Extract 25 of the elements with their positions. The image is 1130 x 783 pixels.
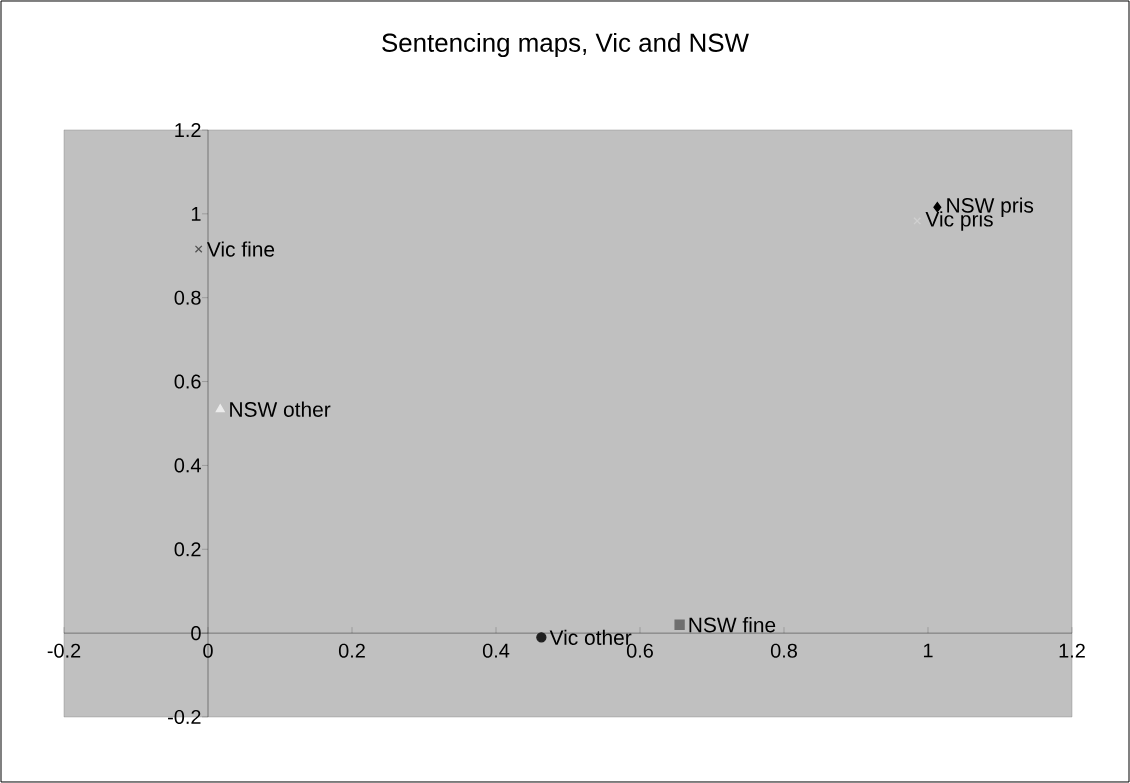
x-tick-label: -0.2 bbox=[47, 643, 81, 658]
x-tick-label: 0.6 bbox=[626, 643, 653, 658]
point bbox=[194, 245, 203, 253]
y-tick-label: 0.2 bbox=[174, 542, 201, 557]
y-tick-label: 0.8 bbox=[174, 290, 201, 305]
y-tick-label: 0 bbox=[191, 626, 201, 641]
series-label: NSW fine bbox=[689, 617, 776, 633]
series-label: Vic other bbox=[549, 629, 632, 645]
y-tick-label: 1.2 bbox=[175, 123, 201, 137]
series-label: Vic fine bbox=[206, 241, 275, 257]
x-tick-label: 0.8 bbox=[770, 643, 797, 658]
point bbox=[536, 632, 547, 643]
y-tick-label: 0.4 bbox=[174, 458, 201, 473]
series-label: NSW other bbox=[230, 401, 331, 417]
x-tick-label: 0.4 bbox=[482, 643, 510, 658]
x-tick-label: 0.2 bbox=[338, 643, 365, 658]
x-tick-label: 1.2 bbox=[1059, 643, 1085, 658]
y-tick-label: 1 bbox=[191, 206, 201, 221]
y-tick-label: -0.2 bbox=[168, 709, 201, 725]
x-tick-label: 0 bbox=[203, 643, 213, 658]
x-tick-label: 1 bbox=[923, 643, 933, 658]
point bbox=[674, 619, 685, 630]
point bbox=[215, 404, 225, 413]
chart-title: Sentencing maps, Vic and NSW bbox=[382, 32, 749, 58]
y-tick-label: 0.6 bbox=[174, 374, 201, 389]
